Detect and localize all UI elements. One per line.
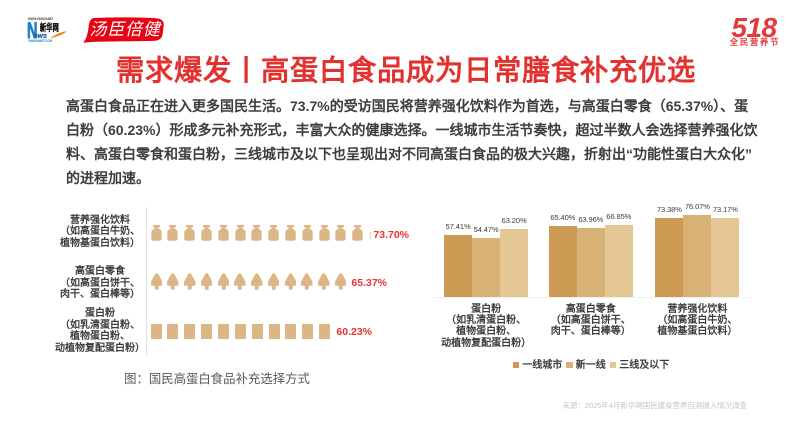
svg-text:汤臣倍健: 汤臣倍健	[89, 20, 162, 39]
